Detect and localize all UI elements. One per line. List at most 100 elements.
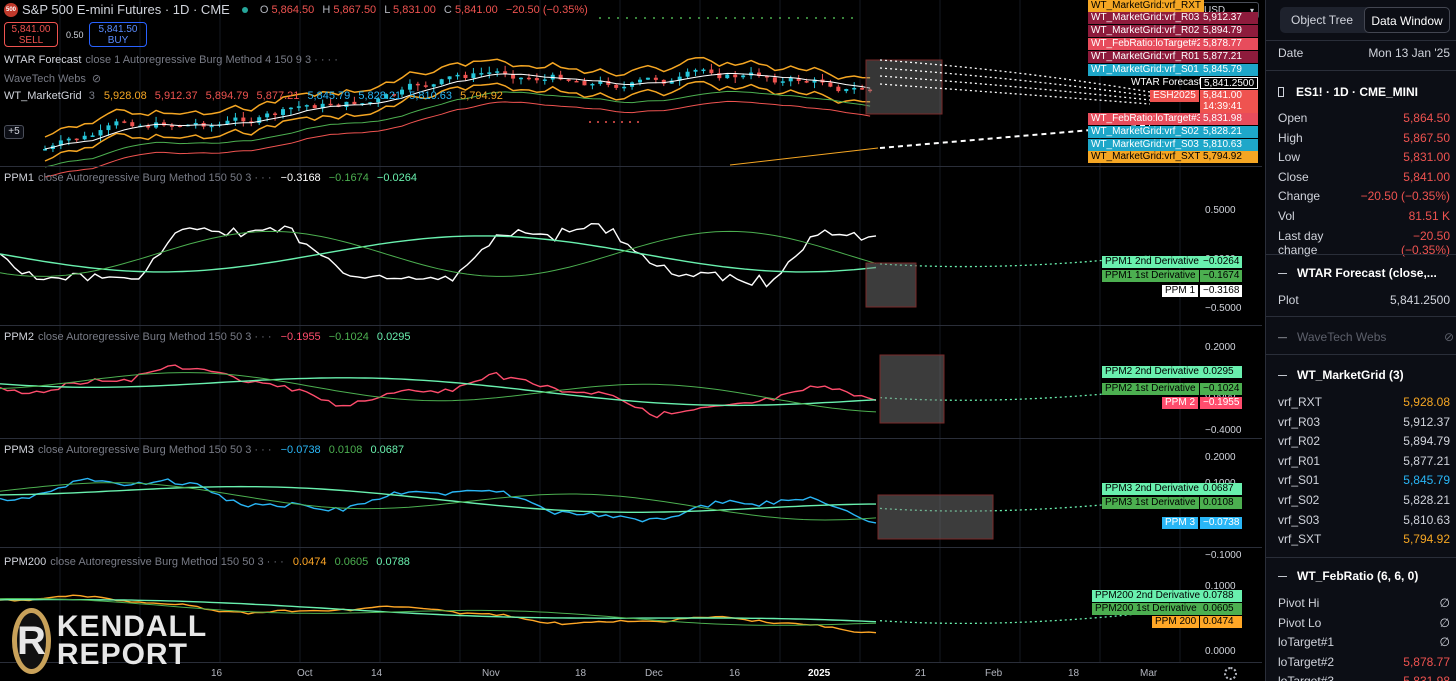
pane-divider[interactable]	[0, 166, 1262, 167]
chart-canvas[interactable]	[0, 0, 1262, 681]
data-window-panel: Object Tree Data Window Date Mon 13 Jan …	[1265, 0, 1456, 681]
buy-button[interactable]: 5,841.50 BUY	[89, 22, 147, 47]
data-row: Pivot Hi ∅	[1278, 596, 1450, 610]
pane-divider[interactable]	[0, 438, 1262, 439]
chart-area[interactable]: 500 S&P 500 E-mini Futures · 1D · CME O …	[0, 0, 1262, 681]
pane-series-label: PPM 200	[1152, 616, 1200, 628]
price-label-name: WT_MarketGrid:vrf_S02	[1088, 126, 1202, 138]
dot-marker	[629, 121, 631, 123]
legend-value: −0.1674	[328, 172, 369, 184]
legend-ppm200[interactable]: PPM200 close Autoregressive Burg Method 1…	[4, 556, 415, 568]
webs-section-header[interactable]: ― WaveTech Webs ⊘	[1278, 330, 1454, 344]
legend-value: 5,845.79	[307, 90, 351, 102]
dot-marker	[815, 17, 817, 19]
candle-body	[344, 101, 349, 107]
candle-body	[169, 125, 174, 127]
price-label-value: 5,894.79	[1200, 25, 1258, 37]
legend-ppm3[interactable]: PPM3 close Autoregressive Burg Method 150…	[4, 444, 409, 456]
legend-wtar-forecast[interactable]: WTAR Forecast close 1 Autoregressive Burg…	[4, 54, 344, 66]
pane-series-label: PPM2 1st Derivative	[1102, 383, 1199, 395]
legend-value: 5,810.63	[409, 90, 453, 102]
candle-body	[638, 79, 642, 83]
legend-wavetech-webs[interactable]: WaveTech Webs ⊘	[4, 72, 107, 85]
legend-value: −0.3168	[280, 172, 321, 184]
sell-button[interactable]: 5,841.00 SELL	[4, 22, 58, 47]
row-value: 5,810.63	[1403, 512, 1450, 527]
symbol-header[interactable]: ES1! · 1D · CME_MINI	[1278, 85, 1454, 99]
date-value: Mon 13 Jan '25	[1368, 46, 1450, 60]
pane-divider[interactable]	[0, 547, 1262, 548]
buy-price: 5,841.50	[98, 24, 138, 35]
grid-section-header[interactable]: ― WT_MarketGrid (3)	[1278, 368, 1454, 382]
pane-series-value: 0.0295	[1200, 366, 1242, 378]
chevron-icon: ―	[1278, 332, 1287, 342]
candle-body	[177, 125, 182, 128]
forecast-dots	[879, 75, 1151, 101]
dot-marker	[734, 17, 736, 19]
candle-body	[146, 125, 151, 128]
feb-section-header[interactable]: ― WT_FebRatio (6, 6, 0)	[1278, 569, 1454, 583]
candle-body	[423, 85, 428, 87]
forecast-box	[865, 262, 917, 308]
data-row: Close 5,841.00	[1278, 170, 1450, 184]
pane-divider[interactable]	[0, 325, 1262, 326]
price-label-name: WT_MarketGrid:vrf_SXT	[1088, 151, 1204, 163]
candle-body	[741, 75, 746, 78]
eye-off-icon[interactable]: ⊘	[1443, 330, 1454, 344]
row-value: 5,878.77	[1403, 654, 1450, 669]
tab-data-window[interactable]: Data Window	[1364, 7, 1450, 33]
candle-body	[328, 103, 333, 106]
chevron-icon: ―	[1278, 268, 1287, 278]
divider	[1266, 254, 1456, 255]
gear-icon[interactable]	[1224, 667, 1237, 680]
ma2-line	[44, 100, 871, 178]
candle-body	[661, 79, 666, 84]
candle-body	[590, 83, 595, 86]
row-value: 5,912.37	[1403, 414, 1450, 429]
legend-name: PPM200	[4, 556, 47, 568]
legend-value: 5,894.79	[205, 90, 249, 102]
legend-ppm1[interactable]: PPM1 close Autoregressive Burg Method 150…	[4, 172, 422, 184]
pane-series-value: 0.0788	[1200, 590, 1242, 602]
time-axis-divider	[0, 662, 1262, 663]
dot-marker	[752, 17, 754, 19]
derivative1-line	[0, 598, 877, 626]
dot-marker	[599, 17, 601, 19]
row-value: 5,864.50	[1403, 111, 1450, 125]
candle-body	[233, 117, 238, 121]
price-label-value: 5,831.98	[1200, 113, 1258, 125]
axis-tick-label: −0.1000	[1205, 550, 1242, 561]
axis-tick-label: −0.5000	[1205, 303, 1242, 314]
legend-marketgrid[interactable]: WT_MarketGrid 3 5,928.08 5,912.37 5,894.…	[4, 90, 508, 102]
candle-body	[645, 77, 650, 80]
derivative1-line	[0, 482, 877, 521]
dot-marker	[671, 17, 673, 19]
legend-value: 0.0474	[292, 556, 327, 568]
time-tick-label: Feb	[985, 668, 1003, 679]
section-title: WT_FebRatio (6, 6, 0)	[1297, 569, 1419, 583]
dot-marker	[621, 121, 623, 123]
more-indicators-button[interactable]: +5	[4, 125, 24, 139]
pane-series-value: 0.0605	[1200, 603, 1242, 615]
candle-body	[193, 122, 198, 125]
candle-body	[534, 78, 539, 81]
pane-series-value: 0.0687	[1200, 483, 1242, 495]
price-label-value: 5,841.00	[1200, 90, 1258, 102]
wtar-section-header[interactable]: ― WTAR Forecast (close,...	[1278, 266, 1454, 280]
sxt-line	[729, 147, 879, 166]
candle-body	[296, 106, 301, 108]
divider	[1266, 40, 1456, 41]
eye-off-icon[interactable]: ⊘	[91, 73, 102, 85]
symbol-title[interactable]: S&P 500 E-mini Futures · 1D · CME	[22, 2, 230, 17]
chevron-down-icon: ▾	[1249, 6, 1254, 15]
legend-ppm2[interactable]: PPM2 close Autoregressive Burg Method 150…	[4, 331, 416, 343]
candle-body	[455, 74, 460, 77]
dot-marker	[770, 17, 772, 19]
dot-marker	[851, 17, 853, 19]
pane-series-label: PPM 3	[1162, 517, 1199, 529]
candle-body	[709, 69, 714, 74]
tab-object-tree[interactable]: Object Tree	[1290, 13, 1354, 27]
candle-body	[376, 98, 381, 103]
candle-body	[249, 121, 254, 123]
row-label: vrf_S03	[1278, 512, 1320, 527]
